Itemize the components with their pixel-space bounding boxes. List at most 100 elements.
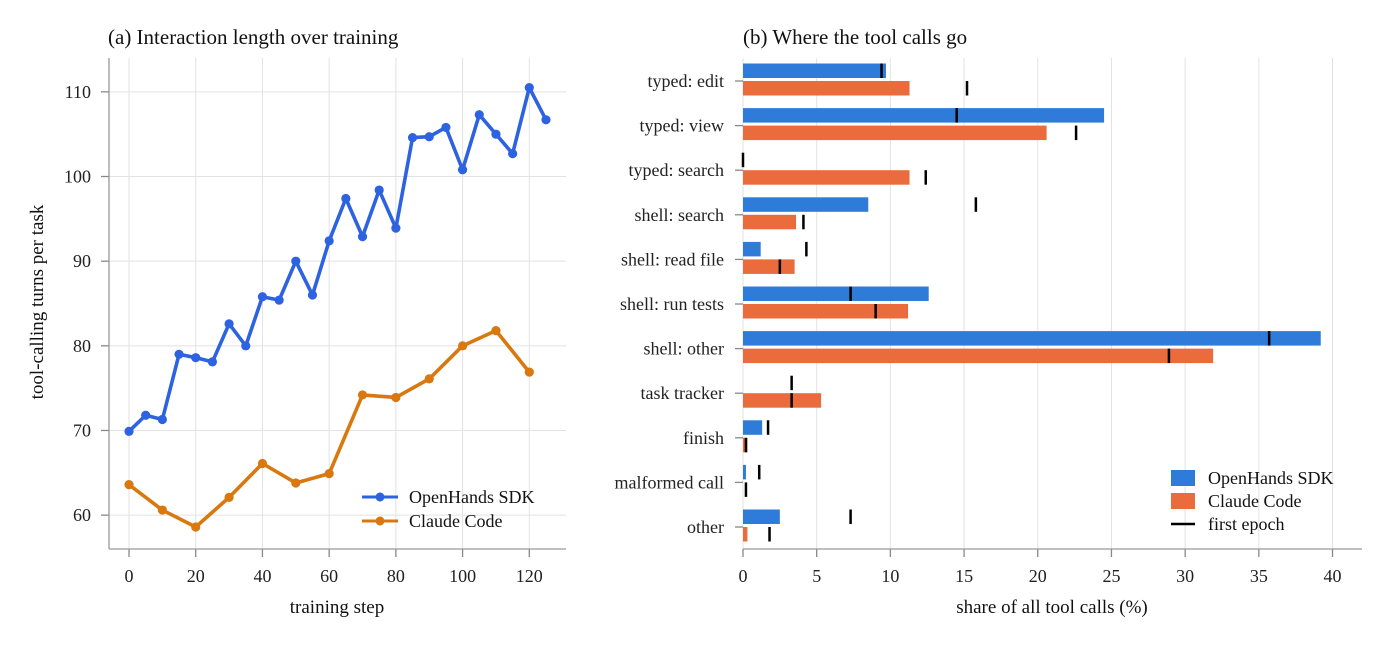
category-label-finish: finish — [683, 428, 724, 448]
data-point-openhands-sdk — [224, 319, 234, 329]
panel-a-axes — [101, 58, 566, 557]
data-point-claude-code — [391, 392, 401, 403]
panel-b-tick-labels: 0 5 10 15 20 25 30 35 40 typed: edit typed: view ty… — [615, 71, 1342, 586]
bar-claude-code-shell-search — [743, 214, 797, 230]
data-point-openhands-sdk — [174, 349, 184, 359]
x-tick-label: 5 — [812, 566, 821, 586]
data-point-claude-code — [491, 325, 501, 336]
bar-openhands-sdk-shell-run-tests — [743, 286, 929, 301]
category-label-shell-other: shell: other — [644, 339, 724, 359]
data-point-openhands-sdk — [241, 341, 251, 351]
legend-openhands-label: OpenHands SDK — [409, 487, 535, 507]
bar-claude-code-typed-view — [743, 125, 1047, 141]
x-tick-label: 30 — [1176, 566, 1194, 586]
data-point-openhands-sdk — [191, 353, 201, 363]
y-tick-label: 100 — [64, 167, 91, 187]
x-tick-label: 120 — [516, 566, 543, 586]
legend-claude-marker — [375, 516, 385, 526]
panel-a-y-axis-label: tool-calling turns per task — [27, 204, 48, 399]
legend-claude-label: Claude Code — [1208, 491, 1301, 511]
bar-claude-code-typed-edit — [743, 81, 910, 96]
bar-openhands-sdk-typed-view — [743, 108, 1105, 123]
x-tick-label: 15 — [955, 566, 973, 586]
panel-b-bars — [743, 63, 1321, 542]
panel-a-line-chart: (a) Interaction length over training 0 20… — [27, 25, 566, 618]
data-point-openhands-sdk — [457, 165, 468, 175]
x-tick-label: 20 — [187, 566, 205, 586]
bar-claude-code-shell-read-file — [743, 259, 795, 274]
legend-openhands-marker — [375, 492, 385, 502]
x-tick-label: 0 — [125, 566, 134, 586]
data-point-openhands-sdk — [441, 122, 451, 133]
panel-a-grid — [109, 58, 566, 549]
data-point-claude-code — [257, 458, 268, 469]
data-point-openhands-sdk — [157, 414, 167, 425]
series-line-openhands-sdk — [127, 85, 548, 433]
x-tick-label: 40 — [1324, 566, 1342, 586]
data-point-openhands-sdk — [374, 185, 384, 195]
data-point-openhands-sdk — [274, 295, 284, 305]
bar-openhands-sdk-typed-edit — [743, 63, 886, 78]
y-tick-label: 110 — [65, 82, 91, 102]
panel-b-first-epoch-markers — [741, 63, 1271, 542]
data-point-claude-code — [157, 505, 167, 515]
panel-a-legend: OpenHands SDK Claude Code — [362, 487, 535, 531]
x-tick-label: 0 — [739, 566, 748, 586]
bar-claude-code-typed-search — [743, 170, 910, 185]
category-label-other: other — [687, 517, 724, 537]
panel-a-x-axis-label: training step — [290, 597, 384, 618]
panel-b-legend: OpenHands SDK Claude Code first epoch — [1171, 468, 1334, 534]
data-point-openhands-sdk — [491, 129, 501, 139]
data-point-openhands-sdk — [474, 110, 484, 120]
panel-b-title: (b) Where the tool calls go — [743, 25, 967, 49]
x-tick-label: 10 — [881, 566, 899, 586]
panel-b-x-axis-label: share of all tool calls (%) — [956, 597, 1148, 618]
data-point-claude-code — [424, 374, 434, 384]
category-label-shell-search: shell: search — [635, 205, 724, 225]
panel-b-bar-chart: (b) Where the tool calls go 0 5 10 15 20 25 30… — [615, 25, 1362, 618]
bar-openhands-sdk-shell-read-file — [743, 241, 761, 257]
category-label-typed-search: typed: search — [629, 160, 724, 180]
x-tick-label: 60 — [320, 566, 338, 586]
y-tick-label: 70 — [73, 420, 91, 440]
bar-claude-code-task-tracker — [743, 393, 822, 408]
legend-first-epoch-label: first epoch — [1208, 514, 1284, 534]
x-tick-label: 35 — [1250, 566, 1268, 586]
panel-a-tick-labels: 0 20 40 60 80 100 120 60 70 80 90 100 110 — [64, 82, 543, 586]
bar-openhands-sdk-shell-other — [743, 331, 1321, 346]
category-label-typed-edit: typed: edit — [648, 71, 724, 91]
data-point-claude-code — [191, 522, 201, 532]
data-point-openhands-sdk — [508, 149, 518, 159]
bar-claude-code-shell-other — [743, 348, 1214, 364]
legend-openhands-label: OpenHands SDK — [1208, 468, 1334, 488]
data-point-openhands-sdk — [524, 83, 534, 93]
data-point-openhands-sdk — [424, 132, 434, 142]
legend-claude-swatch — [1171, 493, 1195, 509]
data-point-openhands-sdk — [541, 115, 551, 125]
data-point-openhands-sdk — [324, 236, 334, 246]
data-point-openhands-sdk — [291, 256, 301, 266]
data-point-claude-code — [291, 478, 301, 488]
bar-openhands-sdk-other — [743, 509, 780, 524]
bar-openhands-sdk-shell-search — [743, 197, 869, 212]
data-point-openhands-sdk — [341, 193, 351, 204]
y-tick-label: 80 — [73, 336, 91, 356]
data-point-openhands-sdk — [307, 290, 318, 300]
panel-a-title: (a) Interaction length over training — [108, 25, 399, 49]
data-point-openhands-sdk — [141, 410, 151, 420]
bar-claude-code-other — [743, 527, 748, 542]
x-tick-label: 20 — [1029, 566, 1047, 586]
x-tick-label: 40 — [253, 566, 271, 586]
data-point-claude-code — [524, 367, 534, 377]
data-point-claude-code — [457, 341, 468, 351]
bar-openhands-sdk-malformed-call — [743, 464, 746, 480]
legend-openhands-swatch — [1171, 470, 1195, 486]
x-tick-label: 80 — [387, 566, 405, 586]
category-label-typed-view: typed: view — [640, 116, 724, 136]
data-point-openhands-sdk — [124, 426, 134, 436]
panel-a-series — [124, 83, 551, 532]
bar-openhands-sdk-finish — [743, 420, 763, 435]
y-tick-label: 60 — [73, 505, 91, 525]
category-label-malformed-call: malformed call — [615, 472, 724, 492]
